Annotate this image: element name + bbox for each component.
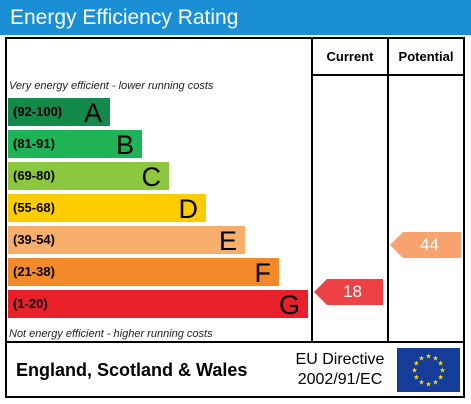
band-d: (55-68) D	[8, 194, 206, 224]
eu-flag-icon: ★ ★★★★★★★★★★★	[397, 348, 460, 392]
current-rating-value: 18	[343, 282, 362, 301]
band-g: (1-20) G	[8, 290, 308, 320]
eu-star-icon: ★	[437, 360, 443, 368]
band-range: (1-20)	[13, 296, 48, 311]
potential-rating-arrow: 44	[390, 232, 461, 258]
eu-star-icon: ★	[425, 353, 431, 361]
divider-current	[311, 37, 313, 343]
band-range: (21-38)	[13, 264, 55, 279]
eu-star-icon: ★	[432, 379, 438, 387]
eu-star-icon: ★	[418, 379, 424, 387]
band-range: (55-68)	[13, 200, 55, 215]
eu-star-icon: ★	[413, 374, 419, 382]
rating-frame	[5, 37, 465, 398]
band-range: (69-80)	[13, 168, 55, 183]
band-e: (39-54) E	[8, 226, 245, 256]
band-letter: F	[254, 258, 272, 288]
eu-star-icon: ★	[432, 354, 438, 362]
eu-star-icon: ★	[437, 374, 443, 382]
eu-directive: EU Directive 2002/91/EC	[280, 350, 400, 390]
potential-rating-value: 44	[420, 235, 439, 254]
band-f: (21-38) F	[8, 258, 279, 288]
band-a: (92-100) A	[8, 98, 110, 128]
band-letter: E	[218, 226, 237, 256]
band-range: (92-100)	[13, 104, 63, 119]
divider-potential	[387, 37, 389, 343]
band-c: (69-80) C	[8, 162, 169, 192]
eu-directive-line2: 2002/91/EC	[297, 371, 383, 388]
current-rating-arrow: 18	[314, 279, 383, 305]
page-title: Energy Efficiency Rating	[10, 6, 239, 29]
column-current-header: Current	[326, 49, 374, 64]
eu-star-icon: ★	[413, 360, 419, 368]
potential-arrow-shape	[390, 232, 461, 258]
band-b: (81-91) B	[8, 130, 142, 160]
band-letter: C	[141, 162, 162, 192]
column-potential-header: Potential	[398, 49, 454, 64]
column-header-divider	[311, 74, 465, 76]
eu-directive-line1: EU Directive	[295, 351, 385, 368]
band-letter: A	[83, 98, 102, 128]
title-bar: Energy Efficiency Rating	[0, 0, 471, 35]
eu-star-icon: ★	[411, 367, 417, 375]
footer-divider	[5, 341, 465, 343]
band-letter: D	[178, 194, 199, 224]
band-letter: B	[115, 130, 134, 160]
band-range: (81-91)	[13, 136, 55, 151]
region-label: England, Scotland & Wales	[16, 360, 248, 380]
eu-star-icon: ★	[439, 367, 445, 375]
band-letter: G	[278, 290, 300, 320]
band-range: (39-54)	[13, 232, 55, 247]
eu-star-icon: ★	[418, 354, 424, 362]
inefficient-note: Not energy efficient - higher running co…	[9, 328, 213, 340]
current-arrow-shape	[314, 279, 383, 305]
eu-star-icon: ★	[425, 381, 431, 389]
efficient-note: Very energy efficient - lower running co…	[9, 80, 214, 92]
